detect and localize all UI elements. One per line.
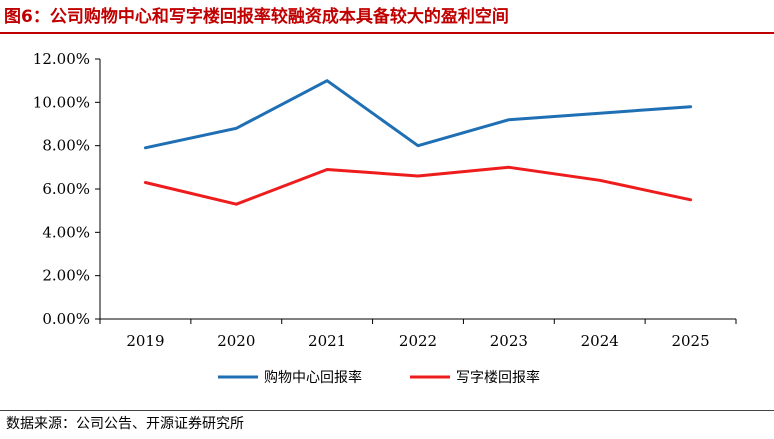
figure-title: 图6：公司购物中心和写字楼回报率较融资成本具备较大的盈利空间 <box>4 7 509 27</box>
x-tick-label: 2023 <box>490 332 528 350</box>
y-tick-label: 12.00% <box>33 50 90 68</box>
y-tick-label: 0.00% <box>42 310 90 328</box>
y-tick-label: 2.00% <box>42 267 90 285</box>
chart-series <box>143 79 693 206</box>
x-axis-ticks: 2019 2020 2021 2022 2023 2024 2025 <box>99 319 737 350</box>
x-tick-label: 2021 <box>308 332 346 350</box>
line-chart: 0.00% 2.00% 4.00% 6.00% 8.00% 10.00% 12.00% 20… <box>33 50 737 386</box>
x-tick-label: 2024 <box>581 332 619 350</box>
chart-legend: 购物中心回报率 写字楼回报率 <box>218 369 540 386</box>
x-tick-label: 2019 <box>126 332 164 350</box>
x-tick-label: 2022 <box>399 332 437 350</box>
x-tick-label: 2020 <box>217 332 255 350</box>
series-line-2 <box>143 165 693 206</box>
y-tick-label: 8.00% <box>42 137 90 155</box>
x-tick-label: 2025 <box>671 332 709 350</box>
y-tick-label: 4.00% <box>42 223 90 241</box>
y-tick-label: 6.00% <box>42 180 90 198</box>
legend-label-1: 购物中心回报率 <box>264 369 362 386</box>
title-divider <box>0 32 774 34</box>
series-line-1 <box>143 79 693 150</box>
source-note: 数据来源：公司公告、开源证券研究所 <box>6 416 244 432</box>
footer-divider <box>0 410 774 411</box>
y-axis-ticks: 0.00% 2.00% 4.00% 6.00% 8.00% 10.00% 12.00% <box>33 50 100 328</box>
y-tick-label: 10.00% <box>33 93 90 111</box>
legend-label-2: 写字楼回报率 <box>456 369 540 386</box>
